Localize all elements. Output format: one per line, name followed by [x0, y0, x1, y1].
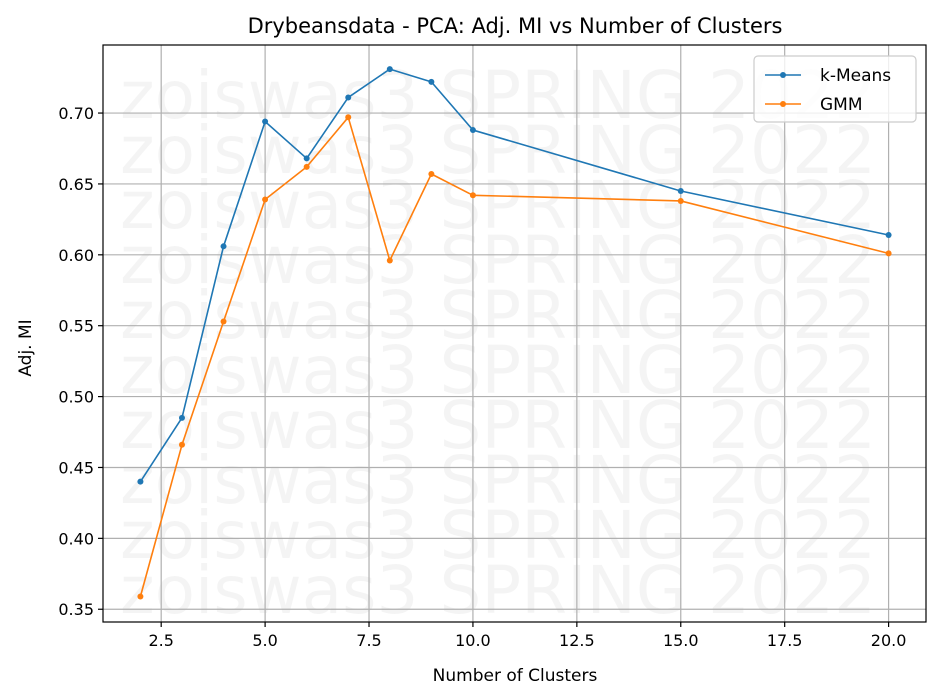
x-tick-label: 2.5 [148, 631, 173, 650]
watermark-text: zoiswas3 SPRING 2022 [120, 277, 876, 354]
watermark-text: zoiswas3 SPRING 2022 [120, 497, 876, 574]
data-point-k-means [303, 155, 310, 162]
series-gmm [137, 114, 892, 600]
legend-box [753, 55, 917, 123]
y-tick-label: 0.45 [58, 458, 94, 477]
data-point-gmm [677, 197, 684, 204]
ticks-layer: 2.5 5.0 7.5 10.0 12.5 15.0 17.5 20.0 0.35 0.40 0.4… [58, 104, 906, 650]
watermark-text: zoiswas3 SPRING 2022 [120, 57, 876, 134]
data-point-gmm [428, 171, 435, 178]
y-tick-label: 0.50 [58, 388, 94, 407]
data-point-gmm [137, 593, 144, 600]
legend-label-gmm: GMM [820, 95, 863, 115]
x-tick-label: 20.0 [871, 631, 907, 650]
legend-marker-gmm [780, 101, 786, 107]
plot-frame [102, 44, 927, 623]
x-tick-label: 10.0 [455, 631, 491, 650]
x-tick-label: 7.5 [356, 631, 381, 650]
y-tick-label: 0.35 [58, 600, 94, 619]
data-point-gmm [262, 196, 269, 203]
y-axis-label: Adj. MI [16, 319, 36, 376]
data-point-k-means [469, 127, 476, 134]
y-tick-label: 0.65 [58, 175, 94, 194]
watermark-text: zoiswas3 SPRING 2022 [120, 442, 876, 519]
data-point-k-means [677, 188, 684, 195]
data-point-k-means [428, 78, 435, 85]
x-tick-label: 15.0 [663, 631, 699, 650]
x-axis-label: Number of Clusters [433, 666, 598, 686]
chart-title: Drybeansdata - PCA: Adj. MI vs Number of… [248, 14, 783, 38]
data-point-k-means [885, 231, 892, 238]
watermark-text: zoiswas3 SPRING 2022 [120, 387, 876, 464]
watermark-text: zoiswas3 SPRING 2022 [120, 552, 876, 629]
x-tick-label: 5.0 [252, 631, 277, 650]
data-point-k-means [345, 94, 352, 101]
y-tick-label: 0.70 [58, 104, 94, 123]
data-point-gmm [469, 192, 476, 199]
data-point-k-means [386, 66, 393, 73]
legend-marker-k-means [780, 72, 786, 78]
data-point-gmm [178, 441, 185, 448]
watermark-text: zoiswas3 SPRING 2022 [120, 222, 876, 299]
data-point-k-means [178, 414, 185, 421]
series-layer [137, 66, 892, 600]
data-point-k-means [262, 118, 269, 125]
data-point-gmm [303, 163, 310, 170]
x-tick-label: 12.5 [559, 631, 595, 650]
data-point-gmm [885, 250, 892, 257]
data-point-gmm [386, 257, 393, 264]
legend: k-Means GMM [753, 55, 917, 123]
y-tick-label: 0.40 [58, 529, 94, 548]
y-tick-label: 0.55 [58, 317, 94, 336]
data-point-gmm [220, 318, 227, 325]
y-tick-label: 0.60 [58, 246, 94, 265]
series-k-means [137, 66, 892, 485]
data-point-gmm [345, 114, 352, 121]
x-tick-label: 17.5 [767, 631, 803, 650]
data-point-k-means [137, 478, 144, 485]
data-point-k-means [220, 243, 227, 250]
watermark-text: zoiswas3 SPRING 2022 [120, 112, 876, 189]
legend-label-k-means: k-Means [820, 66, 891, 86]
